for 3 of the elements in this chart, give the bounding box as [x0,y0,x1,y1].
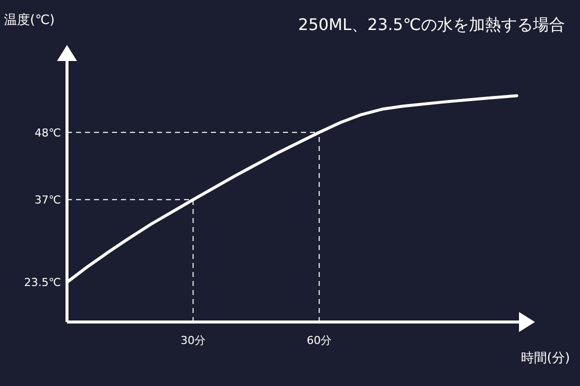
ylabel: 温度(℃) [4,13,55,28]
xlabel: 時間(分) [520,351,570,366]
title: 250ML、23.5℃の水を加熱する場合 [298,15,565,34]
